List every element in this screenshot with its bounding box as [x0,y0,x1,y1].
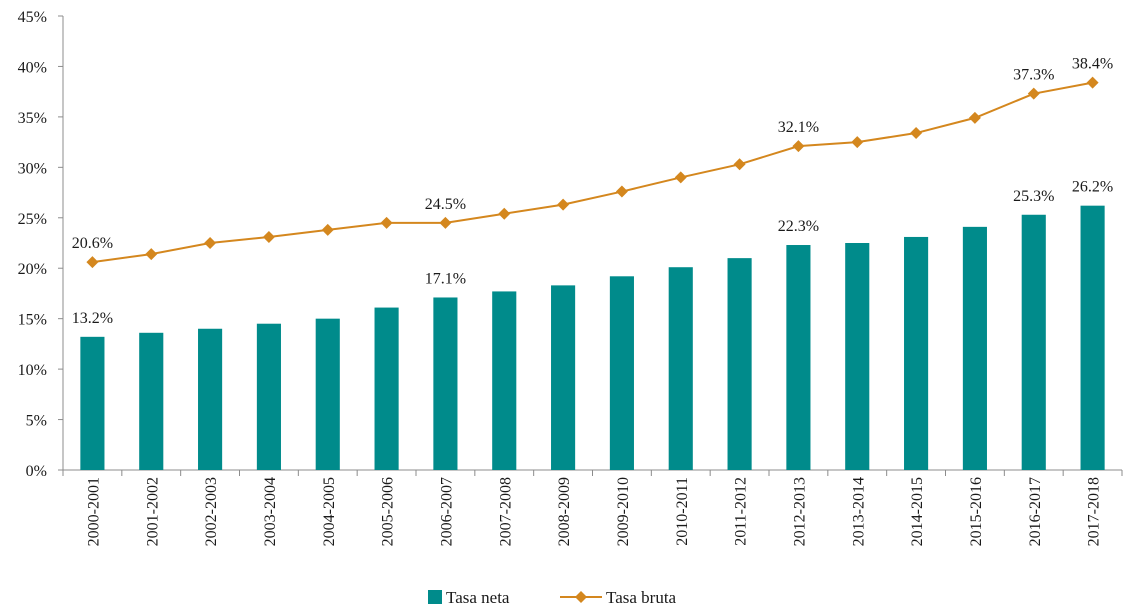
line-point [674,171,687,184]
bar [668,267,693,470]
x-tick-label: 2001-2002 [144,477,161,546]
bar [609,276,634,470]
line-point [439,216,452,229]
bar [256,323,281,470]
legend-label-tasa-neta: Tasa neta [446,588,510,607]
line-point [968,111,981,124]
y-tick-label: 40% [18,59,47,76]
line-point [733,158,746,171]
x-tick-label: 2003-2004 [262,477,279,546]
x-tick-label: 2013-2014 [850,477,867,546]
y-tick-label: 30% [18,160,47,177]
line-point [851,136,864,149]
x-tick-label: 2004-2005 [321,477,338,546]
line-point [557,198,570,211]
x-tick-label: 2011-2012 [733,477,750,546]
line-point [615,185,628,198]
bar [845,243,870,470]
y-tick-label: 5% [26,413,47,430]
data-label: 24.5% [425,196,466,213]
legend: Tasa neta Tasa bruta [428,588,677,607]
line-point [1086,76,1099,89]
bar [962,226,987,470]
x-tick-label: 2016-2017 [1027,477,1044,546]
legend-swatch-tasa-neta [428,590,442,604]
data-label: 38.4% [1072,56,1113,73]
line-series-tasa-bruta [86,76,1099,269]
bar [904,236,929,470]
line-point [380,216,393,229]
bar [374,307,399,470]
y-tick-label: 10% [18,362,47,379]
line-point [86,256,99,269]
x-tick-label: 2010-2011 [674,477,691,546]
x-tick-label: 2012-2013 [791,477,808,546]
legend-marker-tasa-bruta [575,591,587,603]
bar [786,245,811,470]
x-tick-label: 2017-2018 [1086,477,1103,546]
data-label: 37.3% [1013,67,1054,84]
y-tick-label: 45% [18,9,47,26]
bar [139,332,164,470]
bar [198,328,223,470]
x-tick-label: 2015-2016 [968,477,985,546]
bar [492,291,517,470]
line-point [145,248,158,261]
data-label: 26.2% [1072,179,1113,196]
line-point [204,237,217,249]
y-tick-label: 25% [18,211,47,228]
data-label: 20.6% [72,235,113,252]
y-tick-label: 15% [18,312,47,329]
line-point [910,127,923,140]
line-point [1027,87,1040,100]
bar [1021,214,1046,470]
data-label: 13.2% [72,310,113,327]
x-tick-label: 2007-2008 [497,477,514,546]
bar [315,318,340,470]
line-point [321,223,334,236]
data-label: 32.1% [778,119,819,136]
y-axis: 0% 5% 10% 15% 20% 25% 30% 35% 40% 45% [18,9,64,480]
y-tick-label: 0% [26,463,47,480]
line-path [92,81,1093,264]
bar [727,258,752,470]
bar [80,336,105,470]
x-tick-label: 2006-2007 [438,477,455,546]
line-point [792,140,805,153]
x-tick-label: 2008-2009 [556,477,573,546]
line-point [262,230,275,243]
x-tick-label: 2005-2006 [380,477,397,546]
x-tick-label: 2014-2015 [909,477,926,546]
x-tick-label: 2000-2001 [85,477,102,546]
x-tick-label: 2002-2003 [203,477,220,546]
x-axis: 2000-2001 2001-2002 2002-2003 2003-2004 2004… [62,469,1123,546]
y-tick-label: 35% [18,110,47,127]
bar [551,285,576,470]
x-tick-label: 2009-2010 [615,477,632,546]
data-label: 25.3% [1013,188,1054,205]
legend-label-tasa-bruta: Tasa bruta [606,588,677,607]
bar [433,297,458,470]
bar [1080,205,1105,470]
data-label: 22.3% [778,218,819,235]
data-labels: 13.2% 17.1% 22.3% 25.3% 26.2% 20.6% 24.5% 32.1%… [72,56,1113,327]
y-tick-label: 20% [18,261,47,278]
bar-series-tasa-neta [80,205,1105,470]
line-point [498,207,511,220]
data-label: 17.1% [425,270,466,287]
